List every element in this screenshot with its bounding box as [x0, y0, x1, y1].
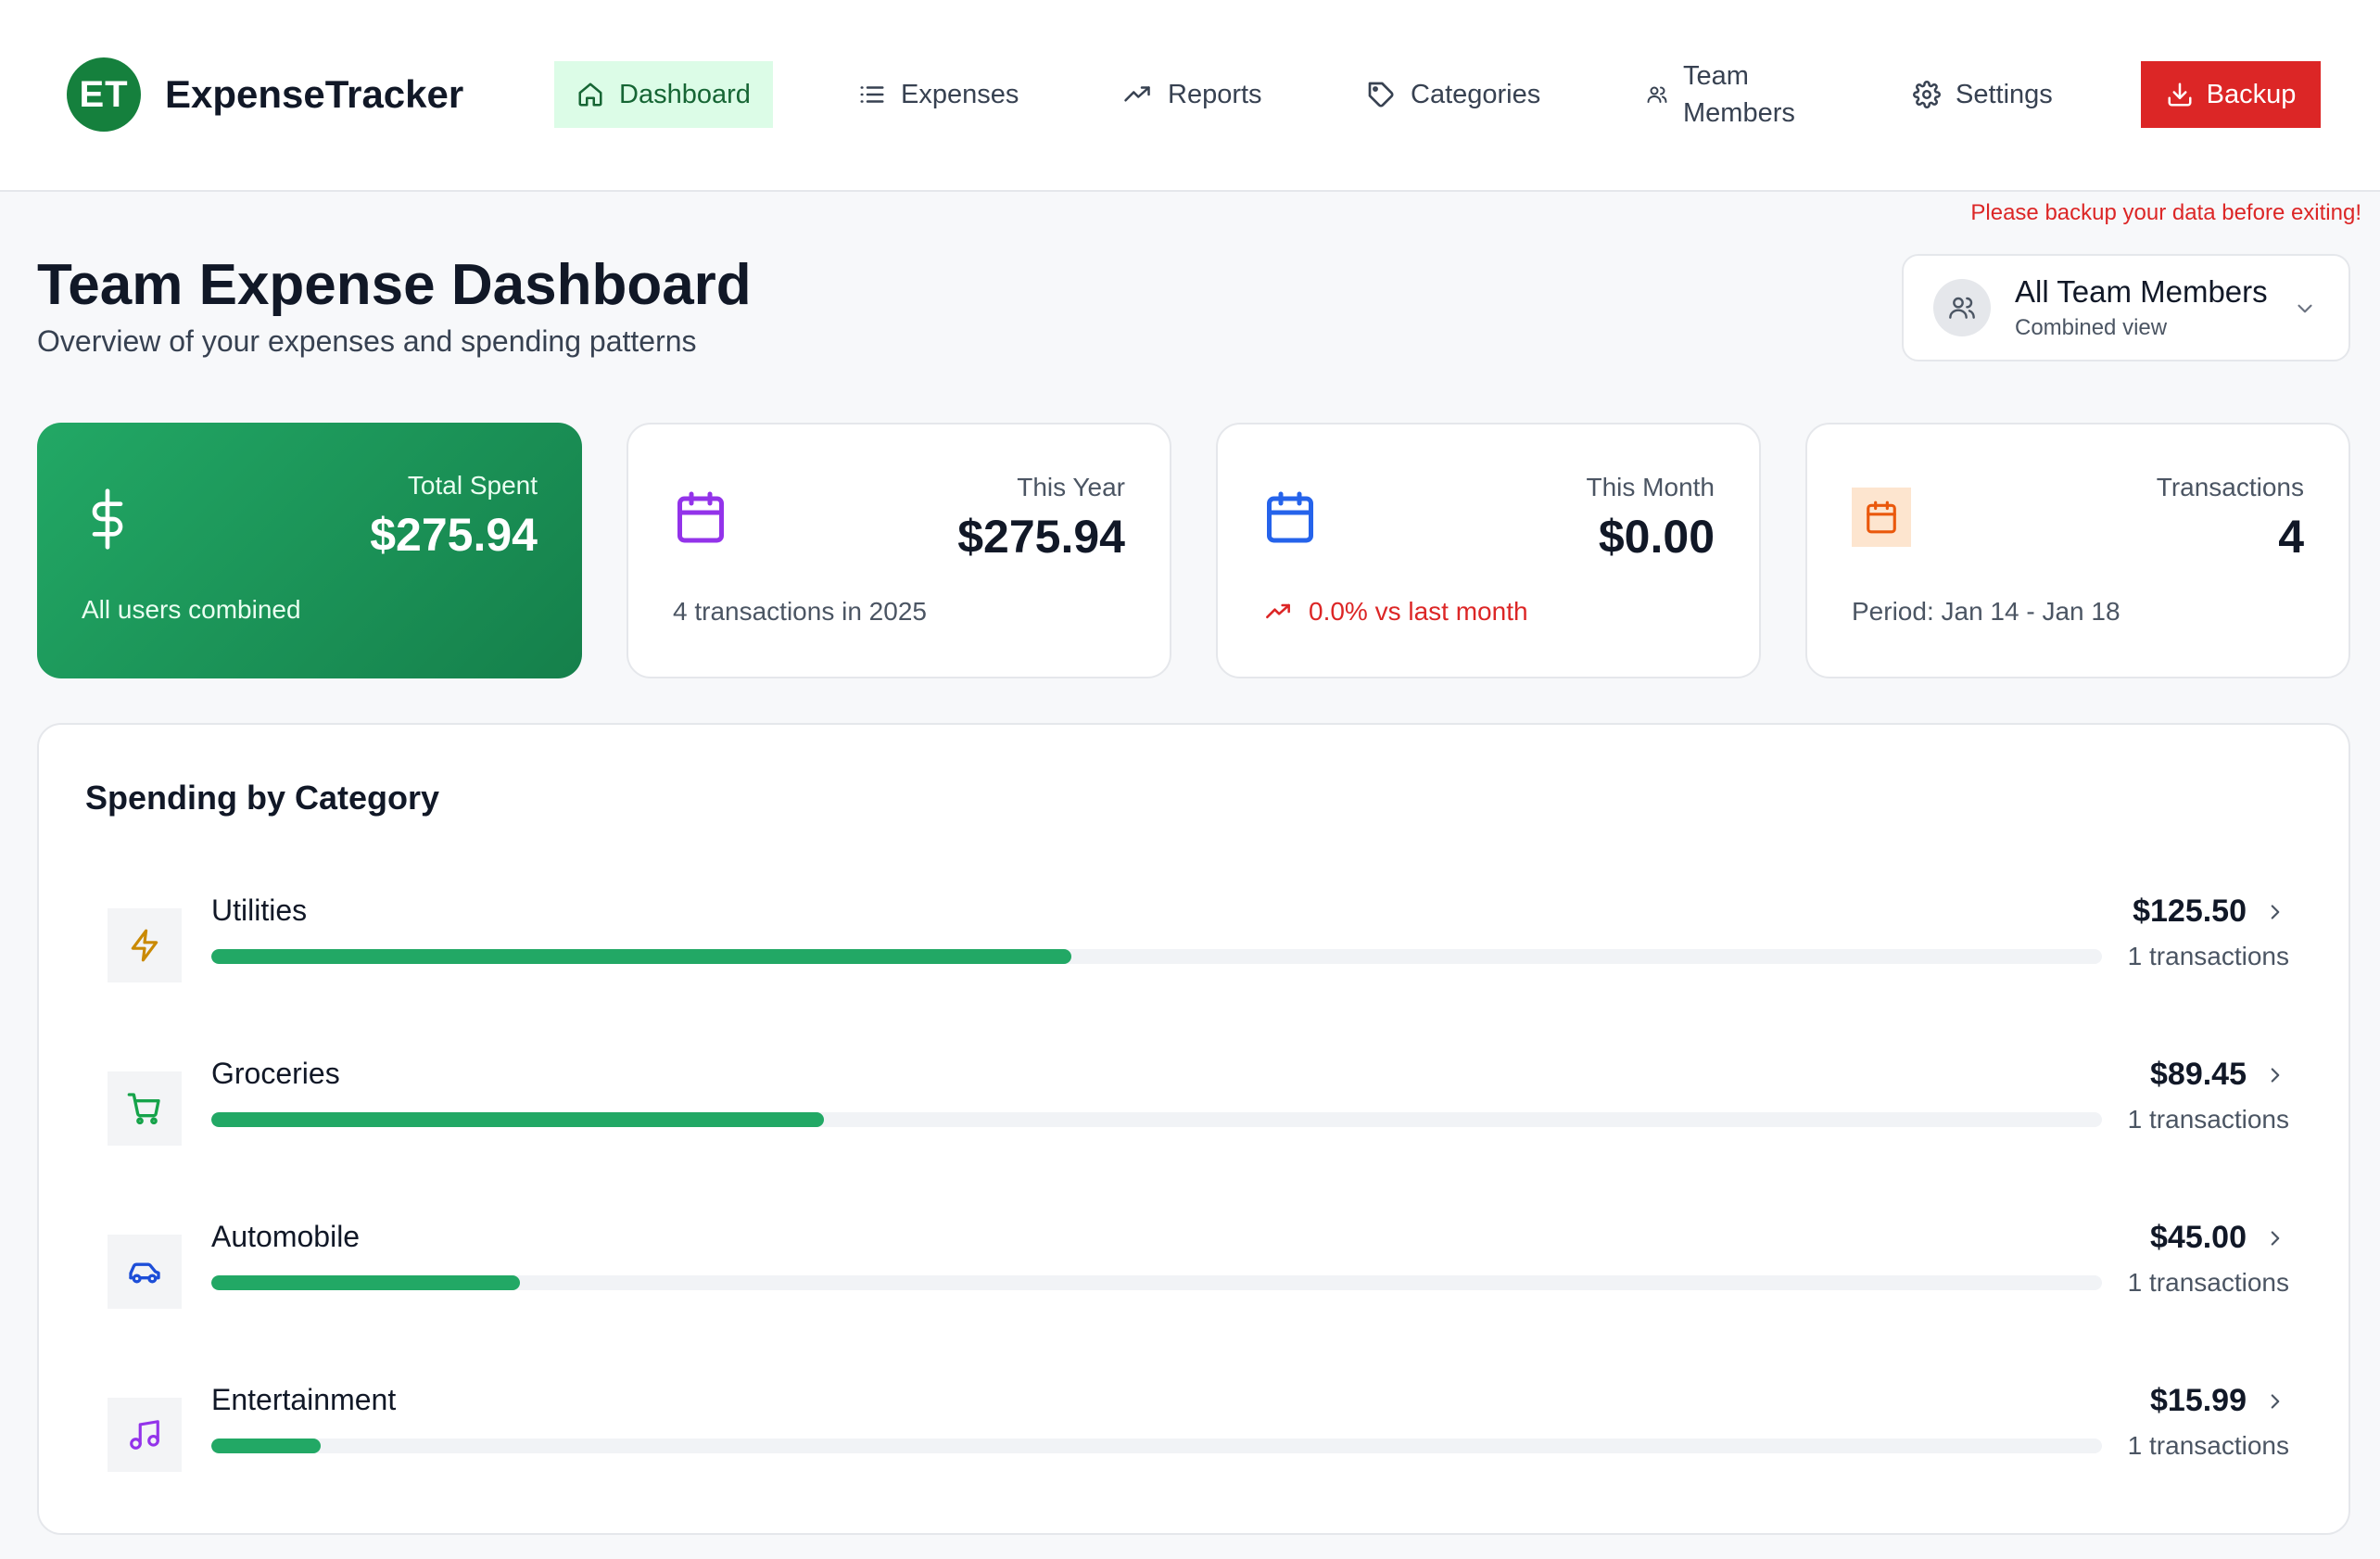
- chevron-right-icon[interactable]: [2263, 1062, 2287, 1088]
- selected-member-sub: Combined view: [2015, 315, 2168, 340]
- calendar-icon: [673, 488, 728, 551]
- page-subtitle: Overview of your expenses and spending p…: [37, 324, 697, 358]
- page-title: Team Expense Dashboard: [37, 253, 752, 317]
- category-progress-fill: [211, 1112, 824, 1127]
- list-icon: [860, 86, 884, 103]
- dollar-icon: [82, 486, 133, 557]
- backup-warning: Please backup your data before exiting!: [1970, 200, 2361, 225]
- category-amount: $89.45: [2150, 1057, 2247, 1092]
- nav-dashboard[interactable]: Dashboard: [554, 61, 773, 128]
- cart-icon: [108, 1071, 182, 1146]
- stat-card-this-year: This Year $275.94 4 transactions in 2025: [627, 423, 1171, 678]
- chevron-right-icon[interactable]: [2263, 1225, 2287, 1251]
- category-row-automobile[interactable]: Automobile $45.00 1 transactions: [39, 1220, 2352, 1331]
- stat-footnote: All users combined: [82, 595, 301, 624]
- users-icon: [1647, 86, 1667, 103]
- stat-card-transactions: Transactions 4 Period: Jan 14 - Jan 18: [1805, 423, 2350, 678]
- stat-value: 4: [2278, 511, 2304, 563]
- chevron-right-icon[interactable]: [2263, 899, 2287, 925]
- category-count: 1 transactions: [2127, 1268, 2289, 1297]
- category-name: Entertainment: [211, 1383, 397, 1416]
- top-header: ET ExpenseTracker Dashboard Expenses Rep…: [0, 0, 2380, 192]
- nav-team-label-line1: Team: [1683, 61, 1749, 91]
- panel-title: Spending by Category: [85, 779, 440, 817]
- category-name: Automobile: [211, 1220, 361, 1253]
- nav-expenses[interactable]: Expenses: [858, 61, 1019, 128]
- stat-footnote: Period: Jan 14 - Jan 18: [1852, 597, 2120, 626]
- calendar-icon: [1867, 501, 1896, 534]
- category-progress-fill: [211, 1439, 322, 1453]
- users-icon: [1949, 297, 1975, 319]
- category-row-groceries[interactable]: Groceries $89.45 1 transactions: [39, 1057, 2352, 1168]
- category-count: 1 transactions: [2127, 1105, 2289, 1134]
- brand[interactable]: ET ExpenseTracker: [67, 57, 463, 132]
- nav-settings-label: Settings: [1956, 79, 2053, 109]
- category-progress: [211, 949, 2102, 964]
- category-progress-fill: [211, 949, 1072, 964]
- category-row-utilities[interactable]: Utilities $125.50 1 transactions: [39, 894, 2352, 1005]
- nav-team-members[interactable]: Team Members: [1646, 61, 1795, 128]
- chevron-right-icon[interactable]: [2263, 1388, 2287, 1414]
- users-avatar: [1933, 279, 1991, 336]
- category-progress: [211, 1112, 2102, 1127]
- nav-team-label-line2: Members: [1683, 98, 1795, 128]
- category-count: 1 transactions: [2127, 1431, 2289, 1460]
- category-amount: $125.50: [2133, 894, 2247, 929]
- brand-name: ExpenseTracker: [165, 72, 464, 116]
- calendar-icon-badge: [1852, 488, 1911, 547]
- category-amount: $45.00: [2150, 1220, 2247, 1255]
- backup-button-label: Backup: [2206, 79, 2297, 109]
- stat-card-total-spent: Total Spent $275.94 All users combined: [37, 423, 582, 678]
- stat-trend: 0.0% vs last month: [1262, 597, 1528, 627]
- nav-categories[interactable]: Categories: [1366, 61, 1540, 128]
- nav-settings[interactable]: Settings: [1913, 61, 2053, 128]
- stat-label: Transactions: [2156, 473, 2304, 501]
- nav-reports-label: Reports: [1168, 79, 1262, 109]
- category-name: Groceries: [211, 1057, 340, 1090]
- tag-icon: [1368, 82, 1394, 108]
- category-name: Utilities: [211, 894, 308, 927]
- trending-up-icon: [1266, 603, 1290, 619]
- nav-expenses-label: Expenses: [901, 79, 1019, 109]
- nav-categories-label: Categories: [1411, 79, 1541, 109]
- category-row-entertainment[interactable]: Entertainment $15.99 1 transactions: [39, 1383, 2352, 1494]
- logo-badge: ET: [67, 57, 141, 132]
- download-icon: [2168, 82, 2192, 107]
- spending-by-category-panel: Spending by Category Utilities $125.50 1…: [37, 723, 2350, 1535]
- gear-icon: [1913, 81, 1941, 108]
- category-progress: [211, 1439, 2102, 1453]
- bolt-icon: [108, 908, 182, 982]
- backup-button[interactable]: Backup: [2141, 61, 2321, 128]
- selected-member-name: All Team Members: [2015, 274, 2268, 309]
- trending-up-icon: [1124, 86, 1150, 102]
- chevron-down-icon: [2298, 304, 2312, 313]
- nav-reports[interactable]: Reports: [1121, 61, 1262, 128]
- category-amount: $15.99: [2150, 1383, 2247, 1418]
- category-progress: [211, 1275, 2102, 1290]
- stat-footnote: 0.0% vs last month: [1309, 597, 1528, 626]
- team-member-selector[interactable]: All Team Members Combined view: [1902, 254, 2350, 361]
- stat-value: $275.94: [370, 509, 538, 561]
- stat-label: This Year: [1017, 473, 1125, 501]
- category-progress-fill: [211, 1275, 520, 1290]
- stat-value: $0.00: [1598, 511, 1715, 563]
- home-icon: [578, 82, 602, 107]
- music-icon: [108, 1398, 182, 1472]
- nav-dashboard-label: Dashboard: [619, 79, 751, 109]
- stat-footnote: 4 transactions in 2025: [673, 597, 927, 626]
- category-count: 1 transactions: [2127, 942, 2289, 970]
- stat-label: This Month: [1586, 473, 1715, 501]
- stat-card-this-month: This Month $0.00 0.0% vs last month: [1216, 423, 1761, 678]
- stat-label: Total Spent: [407, 471, 538, 500]
- car-icon: [108, 1235, 182, 1309]
- stat-value: $275.94: [957, 511, 1125, 563]
- calendar-icon: [1262, 488, 1318, 551]
